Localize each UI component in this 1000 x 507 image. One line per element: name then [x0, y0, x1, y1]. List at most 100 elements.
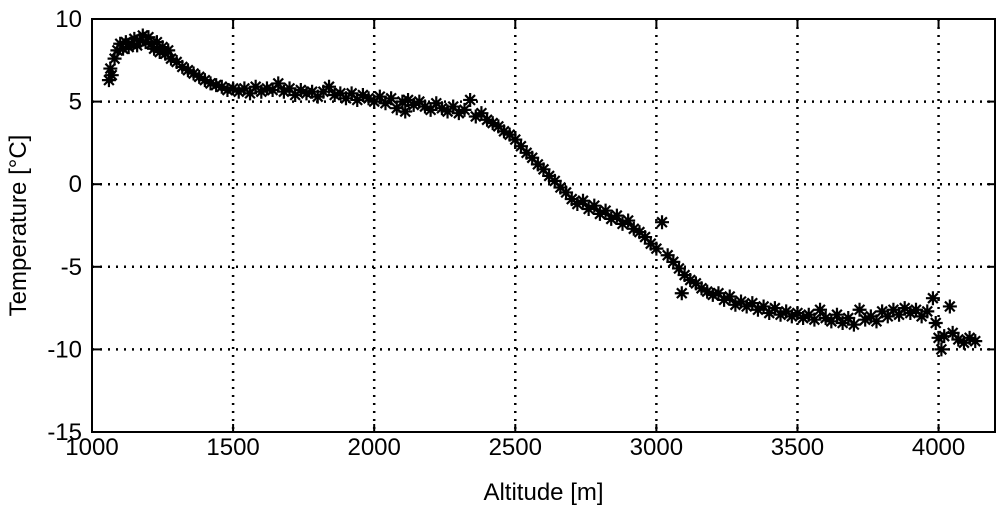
- plot-frame: [91, 18, 996, 433]
- data-point: [638, 230, 653, 245]
- y-tick-label: -15: [47, 419, 82, 446]
- data-point: [762, 306, 777, 321]
- data-point: [118, 35, 133, 50]
- data-point: [259, 81, 274, 96]
- data-point: [559, 185, 574, 200]
- data-point: [305, 84, 320, 99]
- data-point: [829, 307, 844, 322]
- data-point: [660, 248, 675, 263]
- data-point: [700, 284, 715, 299]
- data-point: [276, 84, 291, 99]
- data-point: [807, 312, 822, 327]
- data-point: [928, 315, 943, 330]
- data-point: [677, 268, 692, 283]
- data-point: [694, 281, 709, 296]
- data-point: [908, 302, 923, 317]
- data-point: [869, 314, 884, 329]
- data-point: [547, 173, 562, 188]
- data-point: [338, 91, 353, 106]
- data-point: [293, 83, 308, 98]
- data-point: [835, 315, 850, 330]
- data-point: [175, 59, 190, 74]
- x-tick-label: 1000: [65, 434, 118, 461]
- data-point: [485, 116, 500, 131]
- data-point: [863, 309, 878, 324]
- data-point: [186, 66, 201, 81]
- data-point: [745, 296, 760, 311]
- grid-lines: [92, 19, 995, 432]
- data-point: [372, 89, 387, 104]
- data-point: [728, 297, 743, 312]
- data-point: [886, 302, 901, 317]
- data-point: [164, 51, 179, 66]
- data-point: [773, 307, 788, 322]
- data-point: [378, 96, 393, 111]
- data-point: [457, 102, 472, 117]
- data-point: [632, 225, 647, 240]
- data-point: [203, 76, 218, 91]
- data-point: [536, 162, 551, 177]
- data-point: [937, 329, 952, 344]
- data-point: [192, 69, 207, 84]
- data-point: [152, 45, 167, 60]
- data-point: [333, 86, 348, 101]
- data-point: [248, 79, 263, 94]
- data-point: [107, 51, 122, 66]
- data-point: [149, 35, 164, 50]
- data-point: [141, 30, 156, 45]
- data-point: [655, 215, 670, 230]
- data-point: [412, 94, 427, 109]
- data-point: [502, 127, 517, 142]
- y-tick-label: 5: [69, 89, 82, 116]
- data-point: [401, 92, 416, 107]
- data-point: [155, 40, 170, 55]
- data-point: [553, 180, 568, 195]
- data-point: [750, 302, 765, 317]
- data-point: [513, 139, 528, 154]
- data-point: [440, 104, 455, 119]
- data-point: [220, 83, 235, 98]
- data-point: [398, 104, 413, 119]
- data-point: [858, 312, 873, 327]
- data-point: [925, 291, 940, 306]
- data-point: [463, 92, 478, 107]
- data-point: [875, 304, 890, 319]
- data-point: [417, 99, 432, 114]
- data-point: [116, 41, 131, 56]
- x-tick-label: 3000: [630, 434, 683, 461]
- data-point: [327, 87, 342, 102]
- data-point: [344, 86, 359, 101]
- y-tick-label: -10: [47, 336, 82, 363]
- data-point: [542, 168, 557, 183]
- data-point: [180, 63, 195, 78]
- x-tick-label: 2500: [489, 434, 542, 461]
- data-point: [231, 84, 246, 99]
- data-point: [643, 236, 658, 251]
- data-point: [852, 302, 867, 317]
- data-point: [609, 208, 624, 223]
- y-axis-label: Temperature [°C]: [5, 135, 32, 317]
- data-point: [147, 41, 162, 56]
- data-point: [310, 89, 325, 104]
- data-point: [384, 91, 399, 106]
- data-point: [767, 301, 782, 316]
- data-point: [592, 206, 607, 221]
- data-point: [604, 211, 619, 226]
- data-point: [818, 311, 833, 326]
- data-point: [316, 84, 331, 99]
- data-point: [671, 261, 686, 276]
- data-point: [423, 102, 438, 117]
- data-point: [598, 203, 613, 218]
- data-point: [322, 79, 337, 94]
- data-point: [282, 81, 297, 96]
- x-tick-label: 2000: [347, 434, 400, 461]
- data-point: [132, 33, 147, 48]
- data-point: [101, 73, 116, 88]
- y-tick-label: -5: [61, 254, 82, 281]
- data-point: [968, 334, 983, 349]
- data-point: [570, 197, 585, 212]
- data-point: [942, 299, 957, 314]
- data-point: [361, 91, 376, 106]
- data-point: [138, 35, 153, 50]
